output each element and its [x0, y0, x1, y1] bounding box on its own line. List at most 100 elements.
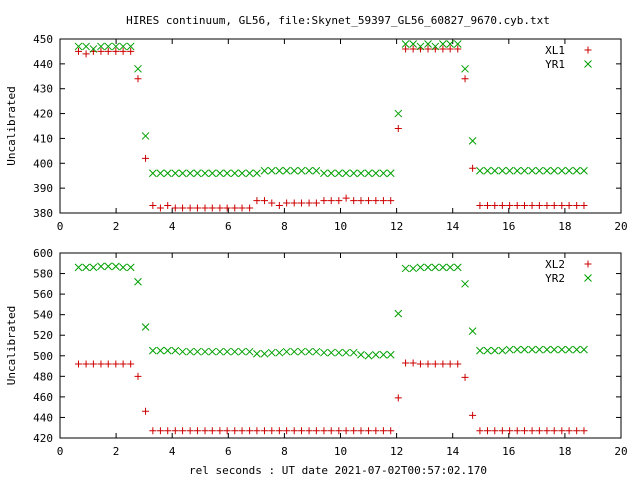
- data-point: [520, 166, 529, 175]
- data-point: [483, 166, 492, 175]
- data-point: [416, 263, 425, 272]
- data-point: [193, 204, 201, 212]
- data-point: [89, 360, 97, 368]
- data-point: [305, 166, 313, 175]
- data-point: [208, 169, 217, 178]
- data-point: [178, 347, 187, 356]
- series-YR1: [74, 40, 588, 178]
- x-tick-label: 18: [558, 220, 571, 233]
- data-point: [461, 75, 469, 83]
- data-point: [216, 204, 224, 212]
- y-tick-label: 540: [33, 309, 53, 322]
- x-tick-label: 14: [446, 220, 460, 233]
- data-point: [208, 204, 216, 212]
- data-point: [394, 124, 402, 132]
- data-point: [230, 347, 239, 356]
- data-point: [573, 427, 581, 435]
- data-point: [171, 346, 180, 355]
- data-point: [342, 194, 350, 202]
- data-point: [580, 345, 588, 354]
- data-point: [193, 347, 202, 356]
- data-point: [572, 166, 581, 175]
- data-point: [171, 427, 179, 435]
- data-point: [528, 166, 536, 175]
- data-point: [156, 204, 164, 212]
- data-point: [535, 427, 543, 435]
- bottom-plot-panel: 0 2 4 6 8 10 12 14 16 18 20 420 440 460 480 500 520 540 56…: [5, 247, 628, 458]
- data-point: [112, 47, 120, 55]
- data-point: [260, 427, 268, 435]
- data-point: [178, 169, 187, 178]
- y-tick-label: 480: [33, 370, 53, 383]
- data-point: [246, 204, 254, 212]
- data-point: [446, 263, 455, 272]
- data-point: [193, 427, 201, 435]
- data-point: [543, 345, 551, 354]
- data-point: [275, 348, 284, 357]
- data-point: [171, 204, 179, 212]
- data-point: [164, 202, 172, 210]
- data-point: [156, 346, 165, 355]
- data-point: [312, 347, 321, 356]
- data-point: [565, 202, 573, 210]
- data-point: [298, 199, 306, 207]
- y-tick-label: 560: [33, 288, 53, 301]
- x-tick-label: 8: [281, 445, 288, 458]
- data-point: [126, 42, 135, 51]
- data-point: [513, 166, 522, 175]
- data-point: [335, 197, 343, 205]
- y-axis-label: Uncalibrated: [5, 86, 18, 165]
- x-tick-label: 0: [57, 220, 64, 233]
- data-point: [312, 166, 321, 175]
- data-point: [453, 263, 462, 272]
- data-point: [394, 109, 403, 118]
- data-point: [424, 40, 432, 48]
- data-point: [238, 347, 246, 356]
- data-point: [327, 348, 336, 357]
- data-point: [141, 132, 150, 140]
- data-point: [490, 166, 499, 175]
- data-point: [431, 263, 440, 272]
- data-point: [268, 427, 276, 435]
- x-tick-label: 4: [169, 445, 176, 458]
- data-point: [104, 262, 113, 271]
- data-point: [401, 40, 410, 48]
- data-point: [416, 360, 424, 368]
- data-point: [572, 345, 581, 354]
- x-tick-label: 2: [113, 220, 120, 233]
- data-point: [179, 427, 187, 435]
- data-point: [476, 346, 484, 355]
- top-plot-panel: 0 2 4 6 8 10 12 14 16 18 20 380 390 400 410 420 430 440 45…: [5, 33, 628, 233]
- y-tick-label: 500: [33, 350, 53, 363]
- data-point: [97, 47, 105, 55]
- data-point: [409, 264, 418, 273]
- data-point: [275, 202, 283, 210]
- data-point: [245, 169, 254, 178]
- data-point: [550, 427, 558, 435]
- data-point: [446, 360, 454, 368]
- x-tick-label: 16: [502, 445, 515, 458]
- data-point: [498, 166, 507, 175]
- data-point: [491, 427, 499, 435]
- data-point: [148, 169, 157, 178]
- data-point: [89, 45, 98, 53]
- data-point: [476, 166, 484, 175]
- data-point: [409, 45, 417, 53]
- data-point: [386, 169, 395, 178]
- data-point: [498, 427, 506, 435]
- data-point: [201, 347, 209, 356]
- data-point: [334, 348, 343, 357]
- y-axis-label: Uncalibrated: [5, 306, 18, 385]
- data-point: [454, 45, 462, 53]
- data-point: [528, 202, 536, 210]
- legend-label: YR2: [545, 272, 565, 285]
- data-point: [335, 427, 343, 435]
- data-point: [491, 202, 499, 210]
- data-point: [513, 345, 522, 354]
- data-point: [193, 169, 202, 178]
- data-point: [506, 427, 514, 435]
- data-point: [119, 360, 127, 368]
- data-point: [439, 263, 447, 272]
- data-point: [74, 42, 83, 51]
- data-point: [223, 204, 231, 212]
